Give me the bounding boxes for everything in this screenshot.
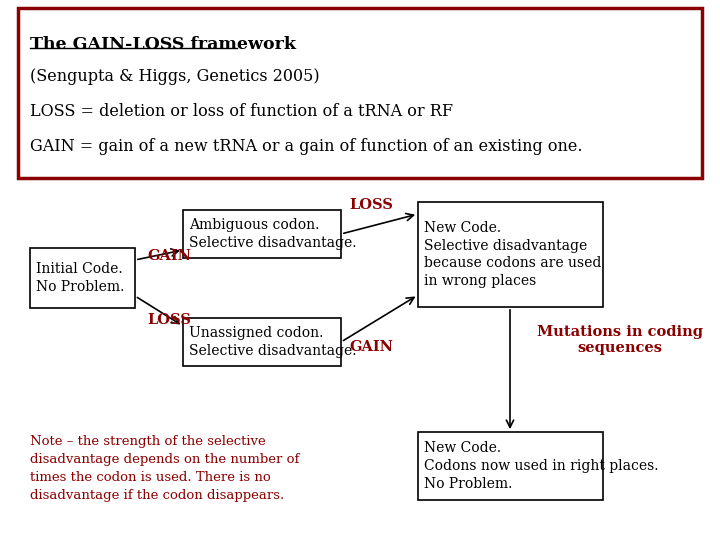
- Text: New Code.
Codons now used in right places.
No Problem.: New Code. Codons now used in right place…: [424, 441, 659, 491]
- Bar: [418, 202, 603, 307]
- Text: GAIN: GAIN: [349, 340, 393, 354]
- Text: Note – the strength of the selective
disadvantage depends on the number of
times: Note – the strength of the selective dis…: [30, 435, 300, 502]
- Bar: [183, 318, 341, 366]
- Bar: [18, 8, 702, 178]
- Text: Initial Code.
No Problem.: Initial Code. No Problem.: [36, 262, 125, 294]
- Bar: [30, 248, 135, 308]
- Text: Unassigned codon.
Selective disadvantage.: Unassigned codon. Selective disadvantage…: [189, 326, 356, 358]
- Text: GAIN = gain of a new tRNA or a gain of function of an existing one.: GAIN = gain of a new tRNA or a gain of f…: [30, 138, 582, 155]
- Text: GAIN: GAIN: [147, 249, 191, 263]
- Text: LOSS: LOSS: [147, 313, 191, 327]
- Text: (Sengupta & Higgs, Genetics 2005): (Sengupta & Higgs, Genetics 2005): [30, 68, 320, 85]
- Text: LOSS: LOSS: [349, 198, 393, 212]
- Text: The GAIN-LOSS framework: The GAIN-LOSS framework: [30, 36, 296, 53]
- Text: LOSS = deletion or loss of function of a tRNA or RF: LOSS = deletion or loss of function of a…: [30, 103, 453, 120]
- Text: Ambiguous codon.
Selective disadvantage.: Ambiguous codon. Selective disadvantage.: [189, 218, 356, 250]
- Text: New Code.
Selective disadvantage
because codons are used
in wrong places: New Code. Selective disadvantage because…: [424, 221, 601, 288]
- Bar: [183, 210, 341, 258]
- Text: Mutations in coding
sequences: Mutations in coding sequences: [537, 325, 703, 355]
- Bar: [418, 432, 603, 500]
